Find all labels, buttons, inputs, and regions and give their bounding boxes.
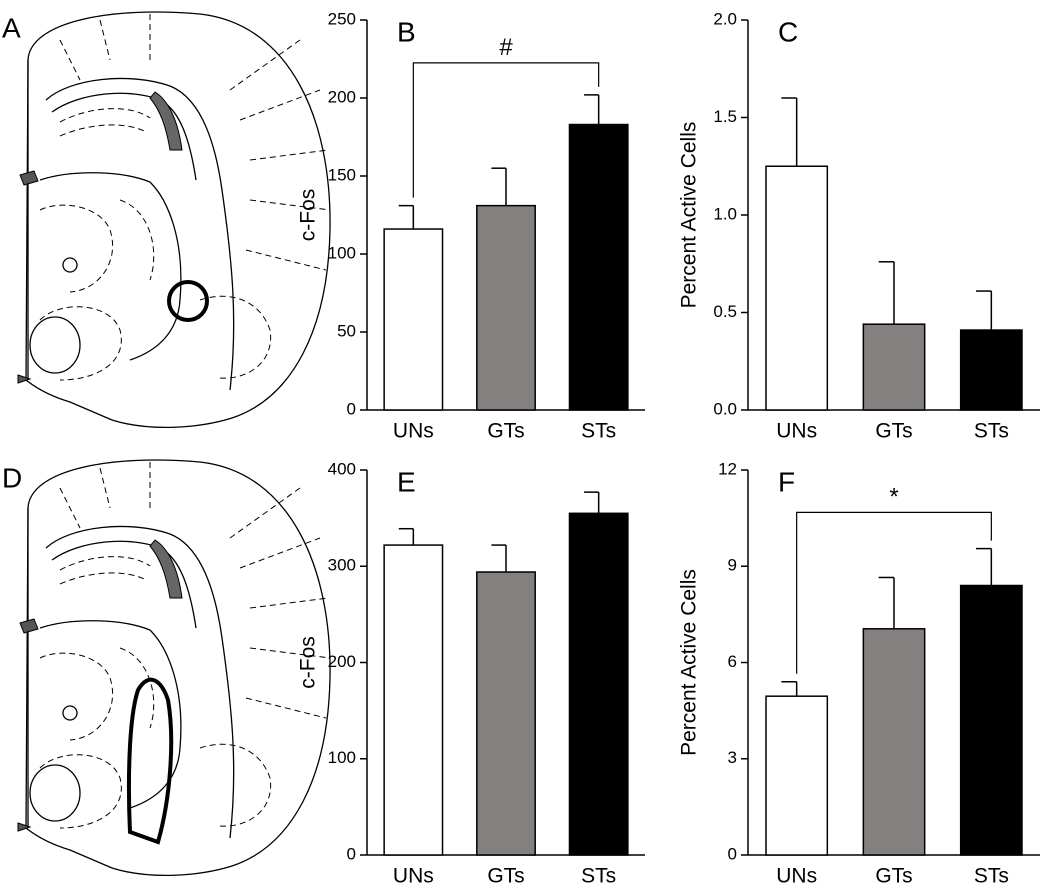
x-tick-label: STs	[581, 865, 616, 888]
bar	[568, 512, 629, 856]
y-tick-label: 50	[337, 321, 356, 340]
bar	[383, 544, 444, 856]
y-tick-label: 6	[728, 652, 737, 671]
panel-label: F	[778, 466, 795, 497]
y-tick-label: 3	[728, 748, 737, 767]
region-outline	[167, 280, 209, 322]
y-axis-label: c-Fos	[297, 189, 320, 242]
x-tick-label: UNs	[776, 865, 817, 888]
x-tick-label: GTs	[487, 420, 524, 443]
y-tick-label: 2.0	[713, 9, 737, 28]
y-tick-label: 400	[328, 459, 356, 478]
x-tick-label: GTs	[875, 865, 912, 888]
y-axis-label: c-Fos	[297, 636, 320, 689]
y-tick-label: 9	[728, 556, 737, 575]
x-tick-label: UNs	[776, 420, 817, 443]
significance-mark: *	[889, 484, 898, 511]
x-tick-label: UNs	[393, 865, 434, 888]
y-axis-label: Percent Active Cells	[678, 569, 701, 756]
y-tick-label: 0	[728, 844, 737, 863]
x-tick-label: GTs	[487, 865, 524, 888]
bar	[476, 571, 536, 856]
bar	[765, 165, 829, 411]
bar	[959, 584, 1023, 856]
significance-bracket	[412, 62, 600, 198]
panel-label: E	[397, 466, 416, 497]
x-tick-label: STs	[974, 420, 1009, 443]
y-tick-label: 100	[328, 243, 356, 262]
y-tick-label: 200	[328, 652, 356, 671]
brain-section	[17, 459, 331, 877]
x-tick-label: UNs	[393, 420, 434, 443]
panel-label: A	[2, 12, 21, 43]
bar	[568, 123, 629, 411]
y-tick-label: 250	[328, 9, 356, 28]
x-tick-label: STs	[974, 865, 1009, 888]
y-tick-label: 0	[347, 399, 356, 418]
significance-mark: #	[499, 34, 513, 61]
brain-section	[17, 11, 331, 429]
x-tick-label: STs	[581, 420, 616, 443]
region-outline	[126, 677, 174, 845]
y-tick-label: 100	[328, 748, 356, 767]
bar	[862, 323, 926, 411]
y-tick-label: 0.0	[713, 399, 737, 418]
x-tick-label: GTs	[875, 420, 912, 443]
bar	[476, 204, 536, 411]
y-axis-label: Percent Active Cells	[678, 122, 701, 309]
y-tick-label: 0.5	[713, 302, 737, 321]
y-tick-label: 200	[328, 87, 356, 106]
panel-label: D	[2, 462, 22, 493]
y-tick-label: 0	[347, 844, 356, 863]
y-tick-label: 150	[328, 165, 356, 184]
bar	[959, 329, 1023, 411]
bar	[383, 228, 444, 411]
bar	[862, 628, 926, 856]
bar	[765, 695, 829, 856]
y-tick-label: 1.5	[713, 107, 737, 126]
significance-bracket	[796, 511, 992, 674]
panel-label: B	[397, 16, 416, 47]
panel-label: C	[778, 16, 798, 47]
y-tick-label: 12	[718, 459, 737, 478]
y-tick-label: 1.0	[713, 204, 737, 223]
y-tick-label: 300	[328, 556, 356, 575]
